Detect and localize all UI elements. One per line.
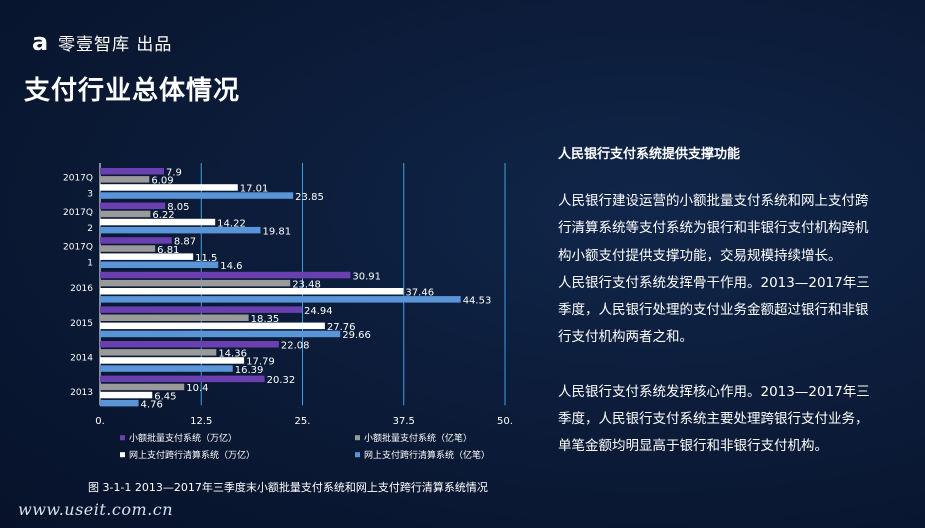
figure-caption: 图 3-1-1 2013—2017年三季度末小额批量支付系统和网上支付跨行清算系… [88,481,488,494]
y-category-label: 2015 [70,319,93,329]
data-label: 22.08 [281,341,310,352]
data-label: 16.39 [235,365,264,376]
x-tick-label: 50. [497,416,513,427]
panel-paragraph-2: 人民银行支付系统发挥骨干作用。2013—2017年三季度，人民银行处理的支付业务… [558,274,870,346]
data-label: 4.76 [141,399,163,410]
legend-label: 小额批量支付系统（万亿） [129,432,237,444]
x-tick-label: 37.5 [393,416,415,427]
y-category-label: 2014 [70,353,93,363]
bar [100,383,185,391]
bar-chart: 0. 12.5 25. 37.5 50. 2017Q 3 7.96.09 17.01 23.85 2… [63,163,513,461]
bar [100,288,404,295]
bar [100,226,261,234]
x-tick-label: 25. [295,416,311,427]
data-label: 20.32 [267,375,296,386]
page-title: 支付行业总体情况 [24,76,241,106]
x-tick-label: 0. [95,416,105,427]
bar [100,168,164,175]
bar [100,176,150,183]
bar [100,375,265,383]
bar [100,271,351,279]
bar [100,192,294,199]
data-label: 6.09 [151,176,173,187]
bar [100,314,249,321]
watermark: www.useit.com.cn [18,500,174,519]
bar [100,218,216,226]
bar [100,322,325,330]
data-label: 30.91 [352,271,381,282]
data-label: 14.22 [217,218,246,229]
y-category-label: 2017Q [63,208,93,218]
bar [100,184,238,191]
data-label: 14.6 [220,261,242,272]
info-panel: 人民银行支付系统提供支撑功能 人民银行建设运营的小额批量支付系统和网上支付跨行清… [558,143,878,461]
bar [100,349,217,356]
data-label: 18.35 [251,314,280,325]
data-label: 8.87 [174,237,196,248]
bar [100,391,153,399]
legend-swatch [120,435,125,441]
x-tick-label: 12.5 [190,416,212,427]
bar [100,357,245,364]
data-label: 37.46 [405,288,434,299]
legend-label: 网上支付跨行清算系统（万亿） [129,449,255,461]
data-label: 6.81 [157,245,179,256]
bar [100,253,194,260]
panel-paragraph-1: 人民银行建设运营的小额批量支付系统和网上支付跨行清算系统等支付系统为银行和非银行… [558,193,869,264]
bar [100,296,461,303]
bar [100,399,139,407]
bar [100,306,303,313]
legend-swatch [355,435,360,441]
data-label: 23.85 [295,192,324,203]
y-category-label: 2 [87,224,93,234]
data-label: 10.4 [186,383,208,394]
legend-label: 网上支付跨行清算系统（亿笔） [364,449,490,461]
data-label: 19.81 [262,226,291,237]
legend-swatch [355,452,360,458]
data-label: 11.5 [195,253,217,264]
bar [100,202,166,210]
data-label: 23.48 [292,279,321,290]
data-label: 6.45 [154,391,176,402]
brand: a 零壹智库 出品 [32,27,173,56]
data-label: 29.66 [342,330,371,341]
bar [100,341,279,348]
panel-paragraph-3: 人民银行支付系统发挥核心作用。2013—2017年三季度，人民银行支付系统主要处… [558,383,870,455]
data-label: 17.79 [246,357,275,368]
data-label: 8.05 [167,202,189,213]
data-label: 6.22 [152,210,174,221]
brand-logo-icon: a [32,27,49,56]
y-category-label: 1 [87,259,93,269]
legend-swatch [120,452,125,458]
y-category-label: 2016 [70,284,93,294]
bar [100,245,156,252]
brand-name: 零壹智库 出品 [58,35,173,55]
data-label: 14.36 [218,349,247,360]
y-category-label: 2017Q [63,243,93,253]
legend-label: 小额批量支付系统（亿笔） [364,432,472,444]
bar [100,237,172,244]
data-label: 17.01 [240,184,269,195]
bar [100,365,233,372]
data-label: 44.53 [463,296,492,307]
data-label: 27.76 [327,322,356,333]
y-category-label: 2013 [70,388,93,398]
data-label: 7.9 [166,168,182,179]
bar [100,261,219,268]
bar [100,330,341,338]
bar [100,210,151,218]
panel-title: 人民银行支付系统提供支撑功能 [558,147,741,162]
y-category-label: 2017Q [63,173,93,183]
bar [100,279,291,287]
data-label: 24.94 [304,306,333,317]
y-category-label: 3 [87,189,93,199]
